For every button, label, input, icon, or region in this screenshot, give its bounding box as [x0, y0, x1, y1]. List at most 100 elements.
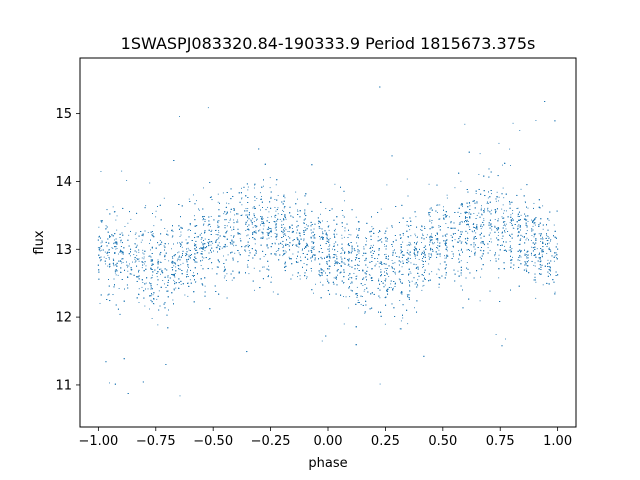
data-point	[334, 183, 336, 185]
data-point	[525, 268, 527, 270]
data-point	[370, 245, 372, 247]
data-point	[173, 265, 175, 267]
data-point	[400, 320, 402, 322]
data-point	[386, 258, 387, 259]
data-point	[120, 241, 122, 243]
data-point	[408, 261, 410, 262]
data-point	[138, 260, 140, 262]
data-point	[431, 222, 433, 224]
data-point	[215, 234, 217, 235]
data-point	[445, 223, 447, 225]
data-point	[217, 224, 219, 226]
data-point	[512, 256, 513, 258]
data-point	[458, 223, 460, 225]
data-point	[132, 261, 133, 263]
data-point	[533, 223, 535, 225]
data-point	[177, 252, 179, 254]
data-point	[172, 299, 174, 301]
data-point	[548, 237, 550, 239]
data-point	[207, 107, 209, 109]
data-point	[283, 234, 285, 236]
data-point	[491, 229, 493, 231]
data-point	[414, 283, 416, 285]
data-point	[328, 225, 330, 227]
data-point	[344, 252, 346, 254]
data-point	[150, 288, 152, 290]
data-point	[313, 247, 314, 249]
data-point	[473, 237, 475, 239]
data-point	[400, 252, 402, 254]
data-point	[394, 272, 396, 274]
data-point	[250, 219, 252, 221]
data-point	[490, 238, 492, 240]
data-point	[263, 255, 265, 257]
data-point	[553, 224, 555, 226]
data-point	[217, 220, 219, 222]
data-point	[444, 257, 446, 259]
data-point	[384, 254, 385, 256]
data-point	[152, 233, 154, 235]
data-point	[409, 285, 411, 287]
data-point	[186, 243, 188, 245]
data-point	[465, 242, 467, 244]
data-point	[446, 250, 448, 252]
data-point	[432, 236, 434, 238]
data-point	[489, 227, 491, 229]
data-point	[343, 323, 345, 325]
data-point	[153, 225, 155, 227]
data-point	[414, 233, 416, 235]
data-point	[267, 275, 269, 276]
data-point	[337, 262, 339, 264]
data-point	[372, 228, 374, 230]
data-point	[164, 259, 166, 260]
data-point	[318, 227, 320, 229]
data-point	[454, 239, 456, 241]
data-point	[237, 219, 239, 221]
data-point	[297, 261, 299, 263]
data-point	[408, 257, 410, 259]
data-point	[266, 228, 268, 230]
data-point	[512, 212, 514, 214]
data-point	[444, 255, 445, 257]
data-point	[512, 218, 513, 220]
data-point	[476, 214, 478, 216]
data-point	[421, 242, 423, 243]
data-point	[417, 241, 419, 243]
data-point	[252, 218, 254, 220]
data-point	[531, 246, 533, 248]
data-point	[416, 237, 418, 238]
data-point	[152, 294, 154, 296]
data-point	[381, 238, 383, 240]
data-point	[417, 279, 419, 281]
data-point	[218, 260, 219, 262]
data-point	[487, 247, 489, 249]
data-point	[541, 254, 543, 256]
data-point	[157, 259, 159, 261]
data-point	[230, 235, 232, 237]
data-point	[105, 263, 107, 265]
data-point	[355, 276, 357, 277]
data-point	[134, 258, 136, 260]
data-point	[439, 218, 441, 220]
data-point	[142, 282, 144, 283]
data-point	[328, 245, 330, 247]
data-point	[275, 210, 277, 212]
data-point	[446, 249, 448, 251]
data-point	[208, 259, 210, 260]
data-point	[117, 274, 119, 276]
data-point	[203, 245, 205, 247]
data-point	[100, 171, 102, 172]
data-point	[549, 269, 551, 271]
data-point	[245, 230, 247, 231]
data-point	[210, 226, 211, 228]
data-point	[299, 235, 301, 237]
data-point	[436, 211, 438, 213]
data-point	[394, 262, 396, 264]
data-point	[453, 227, 455, 229]
data-point	[502, 222, 504, 223]
data-point	[192, 194, 194, 196]
data-point	[262, 266, 264, 268]
data-point	[226, 230, 228, 232]
data-point	[312, 254, 313, 256]
data-point	[407, 323, 409, 325]
